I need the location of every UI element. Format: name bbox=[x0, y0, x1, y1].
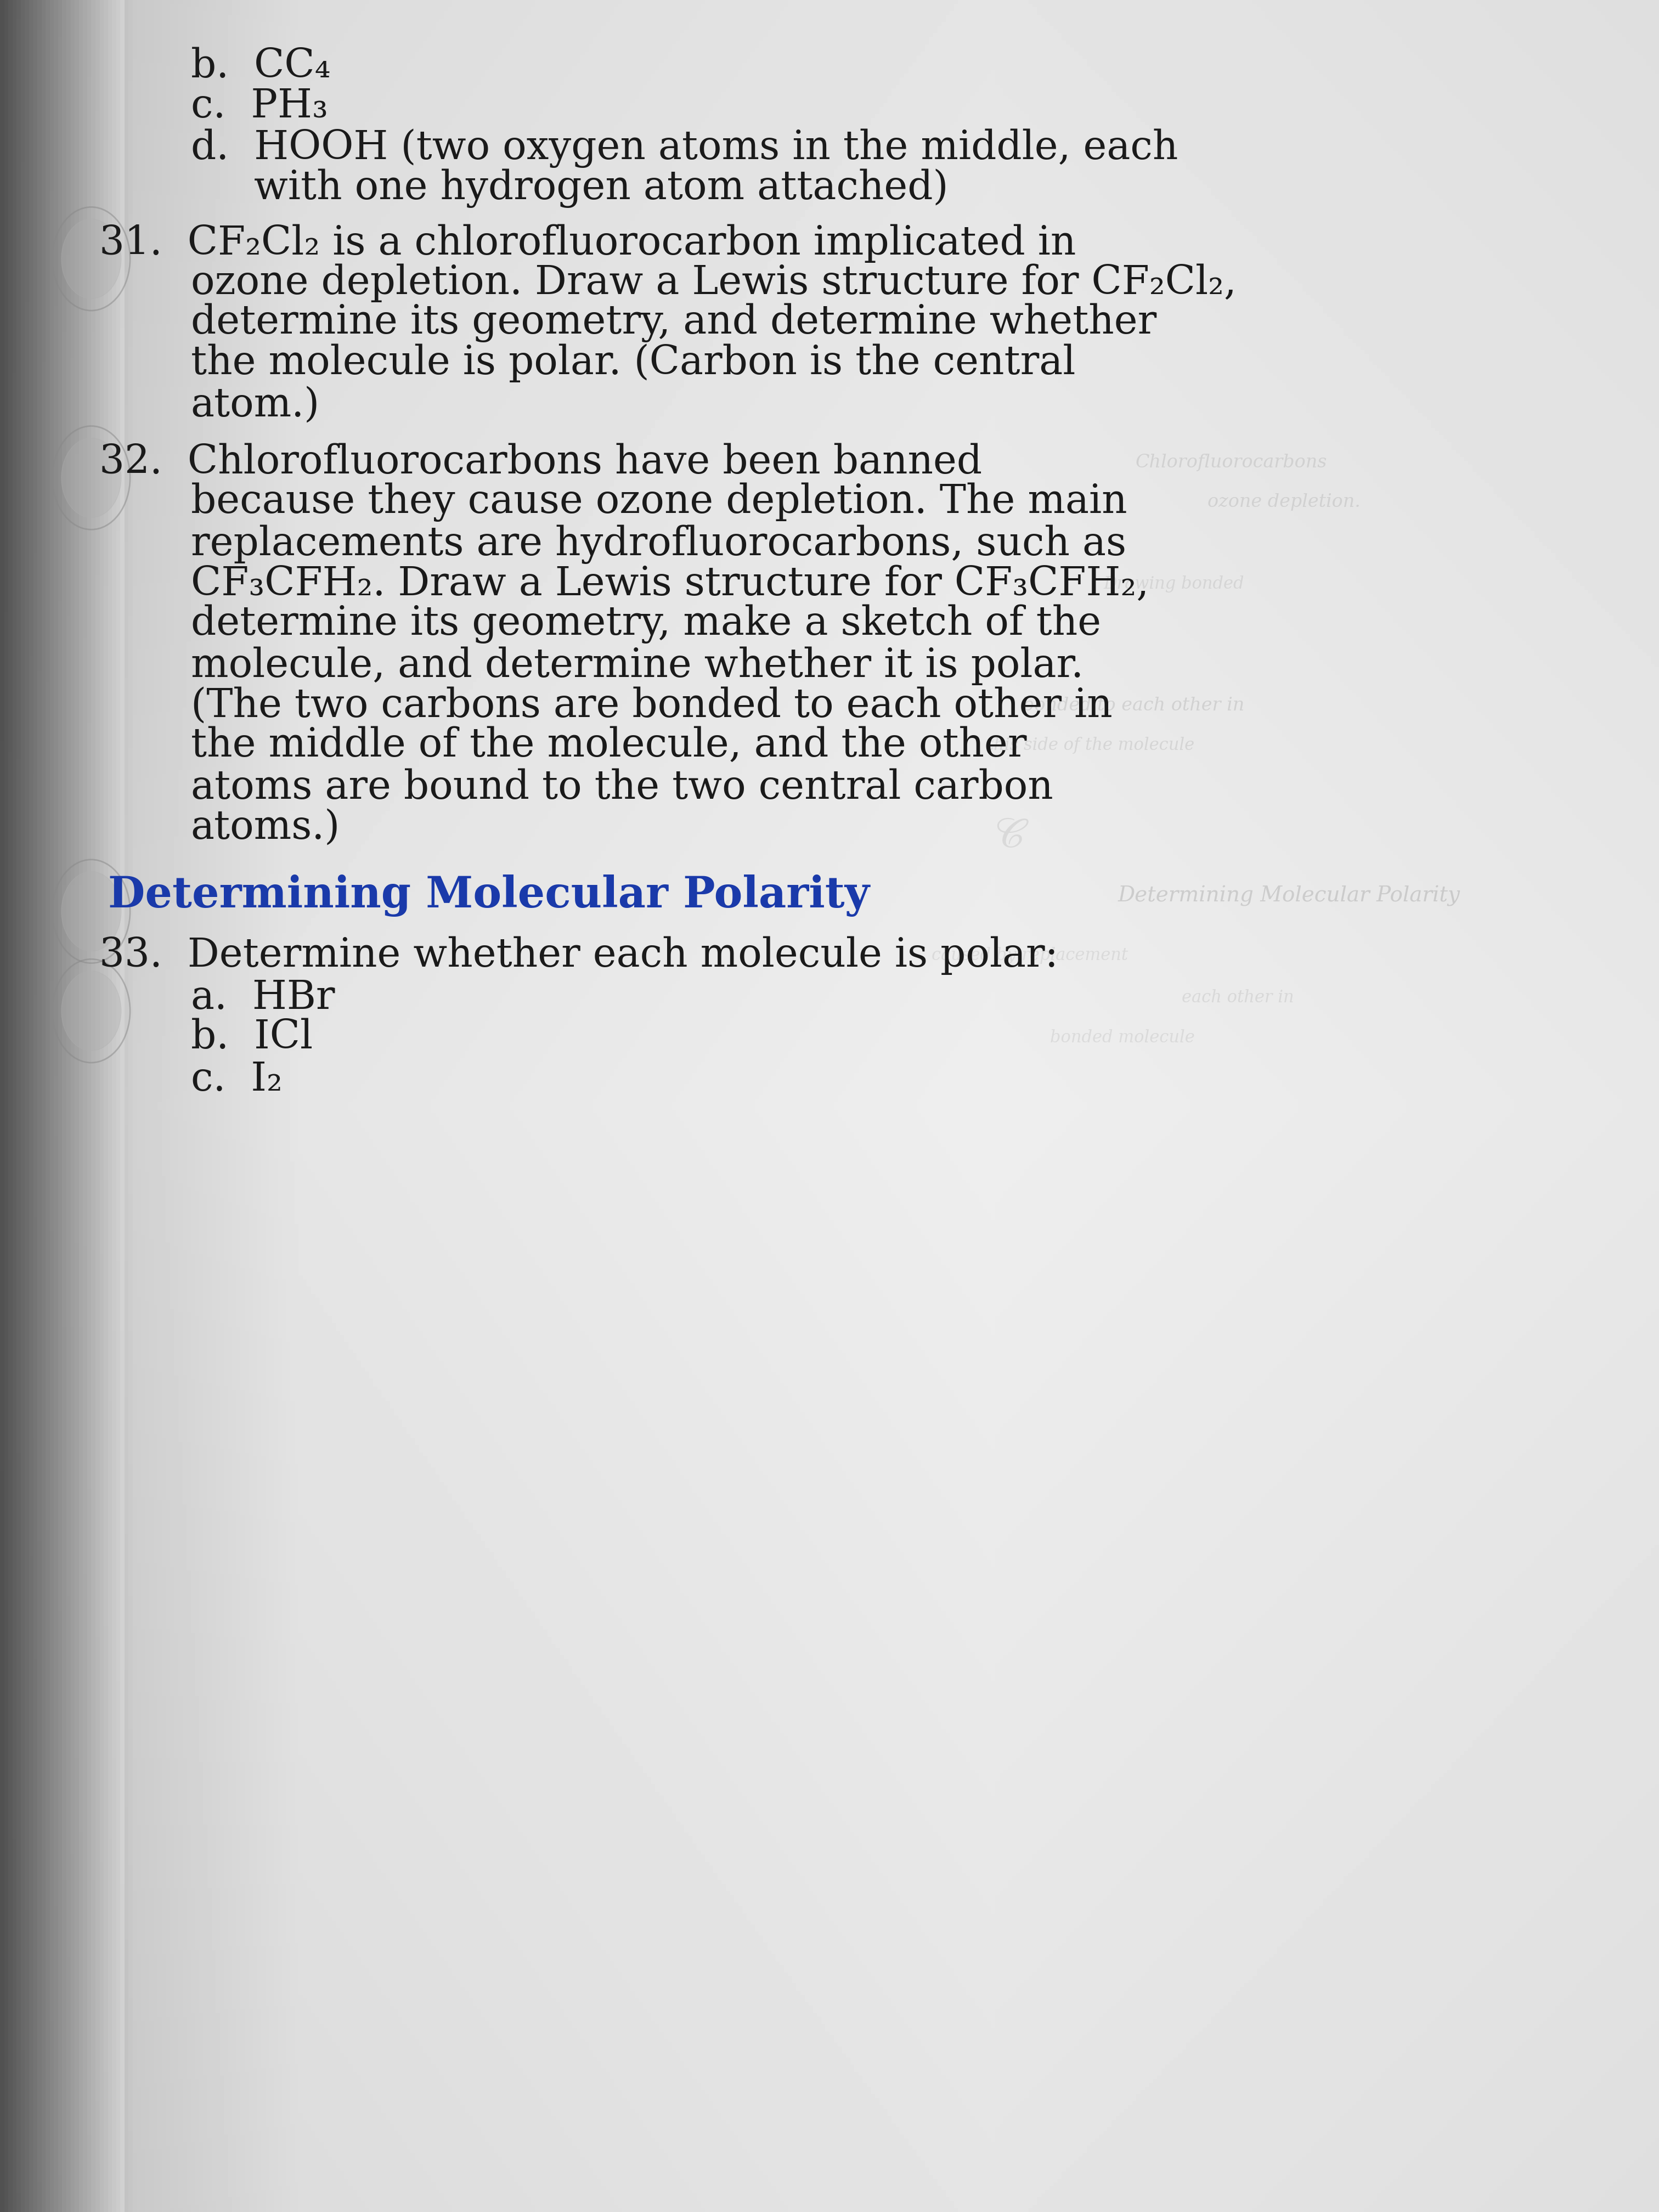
Text: 32.  Chlorofluorocarbons have been banned: 32. Chlorofluorocarbons have been banned bbox=[100, 442, 982, 482]
Text: with one hydrogen atom attached): with one hydrogen atom attached) bbox=[191, 168, 949, 208]
Text: ozone depletion.: ozone depletion. bbox=[1208, 493, 1360, 511]
Circle shape bbox=[61, 219, 121, 299]
Text: atoms are bound to the two central carbon: atoms are bound to the two central carbo… bbox=[191, 768, 1053, 807]
Text: ozone depletion. Draw a Lewis structure for CF₂Cl₂,: ozone depletion. Draw a Lewis structure … bbox=[191, 263, 1236, 303]
Text: bonded to each other in: bonded to each other in bbox=[1022, 697, 1244, 714]
Text: Chlorofluorocarbons: Chlorofluorocarbons bbox=[1135, 453, 1327, 471]
Text: Determining Molecular Polarity: Determining Molecular Polarity bbox=[1118, 885, 1460, 907]
Text: Drawing bonded: Drawing bonded bbox=[1103, 575, 1244, 593]
Text: 33.  Determine whether each molecule is polar:: 33. Determine whether each molecule is p… bbox=[100, 936, 1058, 975]
Text: a.  HBr: a. HBr bbox=[191, 978, 335, 1018]
Circle shape bbox=[61, 872, 121, 951]
Text: $\mathscr{C}$: $\mathscr{C}$ bbox=[995, 816, 1029, 856]
Text: atom.): atom.) bbox=[191, 385, 320, 425]
Circle shape bbox=[61, 438, 121, 518]
Text: bonded molecule: bonded molecule bbox=[1050, 1029, 1194, 1046]
Text: replacements are hydrofluorocarbons, such as: replacements are hydrofluorocarbons, suc… bbox=[191, 524, 1126, 564]
Text: this side of the molecule: this side of the molecule bbox=[987, 737, 1194, 754]
Text: c.  I₂: c. I₂ bbox=[191, 1060, 282, 1099]
Text: c.  PH₃: c. PH₃ bbox=[191, 86, 328, 126]
Text: determine its geometry, make a sketch of the: determine its geometry, make a sketch of… bbox=[191, 604, 1102, 644]
Text: each other in: each other in bbox=[1181, 989, 1294, 1006]
Text: the middle of the molecule, and the other: the middle of the molecule, and the othe… bbox=[191, 726, 1027, 765]
Text: b.  ICl: b. ICl bbox=[191, 1018, 312, 1057]
Text: (The two carbons are bonded to each other in: (The two carbons are bonded to each othe… bbox=[191, 686, 1112, 726]
Circle shape bbox=[61, 971, 121, 1051]
Text: determine its geometry, and determine whether: determine its geometry, and determine wh… bbox=[191, 303, 1156, 343]
Text: the molecule is polar. (Carbon is the central: the molecule is polar. (Carbon is the ce… bbox=[191, 343, 1075, 383]
Text: caused by replacement: caused by replacement bbox=[932, 947, 1128, 964]
Text: molecule, and determine whether it is polar.: molecule, and determine whether it is po… bbox=[191, 646, 1083, 686]
Text: b.  CC₄: b. CC₄ bbox=[191, 46, 330, 86]
Text: Determining Molecular Polarity: Determining Molecular Polarity bbox=[108, 874, 869, 918]
Text: atoms.): atoms.) bbox=[191, 807, 340, 847]
Text: because they cause ozone depletion. The main: because they cause ozone depletion. The … bbox=[191, 482, 1126, 522]
Text: CF₃CFH₂. Draw a Lewis structure for CF₃CFH₂,: CF₃CFH₂. Draw a Lewis structure for CF₃C… bbox=[191, 564, 1148, 604]
Text: d.  HOOH (two oxygen atoms in the middle, each: d. HOOH (two oxygen atoms in the middle,… bbox=[191, 128, 1178, 168]
Text: 31.  CF₂Cl₂ is a chlorofluorocarbon implicated in: 31. CF₂Cl₂ is a chlorofluorocarbon impli… bbox=[100, 223, 1077, 263]
